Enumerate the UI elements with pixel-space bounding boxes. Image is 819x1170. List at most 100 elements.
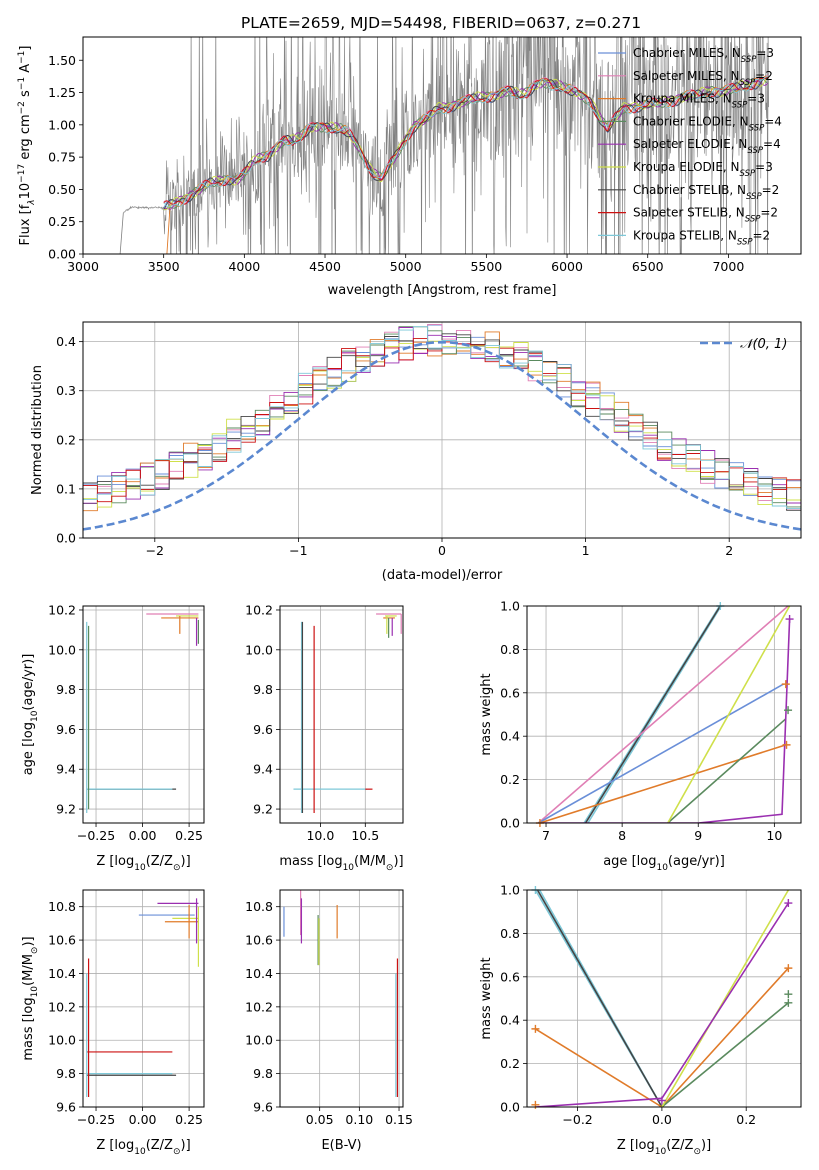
- weight-line: [661, 890, 790, 1107]
- y-tick-label: 0.50: [48, 182, 76, 197]
- x-tick-label: 0.0: [652, 1112, 672, 1127]
- x-tick-label: −0.2: [562, 1112, 592, 1127]
- y-tick-label: 9.8: [56, 1066, 76, 1081]
- x-tick-label: −1: [289, 543, 307, 558]
- y-tick-label: 10.0: [245, 642, 273, 657]
- y-tick-label: 10.0: [48, 1033, 76, 1048]
- x-tick-label: 0: [438, 543, 446, 558]
- y-axis-label: Flux [fλ10−17 erg cm−2 s−1 A−1]: [17, 46, 37, 246]
- y-tick-label: 10.0: [48, 642, 76, 657]
- y-tick-label: 10.8: [48, 899, 76, 914]
- axes-frame: [279, 605, 404, 824]
- model-spectrum-line: [163, 77, 768, 210]
- x-tick-label: 0.05: [306, 1112, 334, 1127]
- y-tick-label: 9.6: [253, 722, 273, 737]
- y-tick-label: 0.6: [500, 969, 520, 984]
- y-tick-label: 9.4: [56, 762, 76, 777]
- legend-entry-label: Kroupa STELIB, NSSP=2: [633, 228, 770, 247]
- x-tick-label: 9: [694, 828, 702, 843]
- x-tick-label: 6000: [551, 259, 583, 274]
- model-spectrum-line: [163, 75, 768, 208]
- x-axis-label: E(B-V): [321, 1138, 361, 1153]
- weight-vs-age-panel: 7 8 9 10 0.0 0.2 0.4 0.6 0.8 1.0 age [log10(age/yr…: [479, 599, 802, 873]
- weight-marker: [781, 680, 790, 689]
- x-tick-label: 7: [542, 828, 550, 843]
- y-tick-label: 0.0: [500, 1100, 520, 1115]
- y-tick-label: 9.6: [56, 722, 76, 737]
- x-tick-label: −2: [146, 543, 164, 558]
- y-tick-label: 1.0: [500, 883, 520, 898]
- y-tick-label: 10.2: [48, 602, 76, 617]
- mass-vs-extinction-panel: 0.05 0.10 0.15 9.6 9.8 10.0 10.2 10.4 10.6 10.8 E(…: [245, 889, 413, 1153]
- spectrum-data-line: [119, 212, 124, 254]
- normal-distribution-curve: [83, 340, 801, 531]
- y-tick-label: 0.4: [500, 729, 520, 744]
- axes-frame: [82, 889, 205, 1108]
- y-tick-label: 0.6: [500, 685, 520, 700]
- x-tick-label: 8: [618, 828, 626, 843]
- y-tick-label: 0.25: [48, 214, 76, 229]
- x-axis-label: wavelength [Angstrom, rest frame]: [328, 283, 557, 298]
- x-tick-label: 0.15: [385, 1112, 413, 1127]
- axes-frame: [526, 605, 802, 824]
- legend-entry-label: Salpeter MILES, NSSP=2: [633, 69, 773, 88]
- age-vs-mass-panel: 10.0 10.5 9.2 9.4 9.6 9.8 10.0 10.2 mass [log10(…: [245, 602, 403, 873]
- segments-group: [86, 613, 200, 814]
- x-tick-label: 10.5: [351, 828, 379, 843]
- y-tick-label: 0.0: [500, 816, 520, 831]
- y-tick-label: 9.2: [253, 802, 273, 817]
- x-tick-label: −0.25: [77, 1112, 115, 1127]
- y-tick-label: 0.8: [500, 642, 520, 657]
- y-tick-label: 9.2: [56, 802, 76, 817]
- y-tick-label: 0.2: [500, 772, 520, 787]
- y-tick-label: 10.4: [48, 966, 76, 981]
- y-axis-label: age [log10(age/yr)]: [21, 654, 40, 776]
- axes-frame: [82, 605, 205, 824]
- weight-line: [539, 618, 791, 823]
- x-tick-label: −0.25: [77, 828, 115, 843]
- x-tick-label: 3500: [148, 259, 180, 274]
- y-tick-label: 0.4: [500, 1013, 520, 1028]
- x-tick-label: 5000: [390, 259, 422, 274]
- y-tick-label: 10.6: [245, 933, 273, 948]
- weight-line: [661, 1002, 789, 1107]
- segments-group: [283, 890, 399, 1097]
- legend-entry-label: Chabrier ELODIE, NSSP=4: [633, 114, 782, 133]
- axes-frame: [279, 889, 404, 1108]
- y-tick-label: 0.00: [48, 247, 76, 262]
- weight-line: [584, 606, 721, 823]
- weight-line: [667, 718, 787, 823]
- y-tick-label: 1.25: [48, 85, 76, 100]
- model-legend: Chabrier MILES, NSSP=3 Salpeter MILES, NS…: [598, 46, 782, 247]
- age-vs-metallicity-panel: −0.25 0.00 0.25 9.2 9.4 9.6 9.8 10.0 10.2 Z [log1…: [21, 602, 205, 873]
- legend-entry-label: Salpeter ELODIE, NSSP=4: [633, 137, 781, 156]
- x-axis-label: (data-model)/error: [382, 568, 503, 583]
- histogram-group: [83, 323, 801, 531]
- weight-line: [537, 606, 789, 823]
- x-tick-label: 4000: [228, 259, 260, 274]
- y-tick-label: 0.4: [56, 334, 76, 349]
- x-axis-label: Z [log10(Z/Z⊙)]: [96, 1138, 190, 1157]
- x-tick-label: 10: [766, 828, 782, 843]
- weight-marker: [784, 899, 793, 908]
- y-tick-label: 9.6: [56, 1100, 76, 1115]
- axes-frame: [82, 36, 802, 255]
- y-tick-label: 0.8: [500, 926, 520, 941]
- x-tick-label: 3000: [67, 259, 99, 274]
- y-tick-label: 0.1: [56, 481, 76, 496]
- y-axis-label: mass weight: [479, 673, 494, 755]
- y-tick-label: 10.8: [245, 899, 273, 914]
- y-axis-label: mass weight: [479, 957, 494, 1039]
- y-tick-label: 0.75: [48, 150, 76, 165]
- weight-line: [587, 606, 722, 823]
- y-tick-label: 0.0: [56, 531, 76, 546]
- weight-marker: [784, 998, 793, 1007]
- weight-line: [667, 606, 791, 823]
- model-spectrum-line: [166, 75, 769, 254]
- y-tick-label: 1.00: [48, 117, 76, 132]
- y-axis-label: mass [log10(M/M⊙)]: [21, 936, 40, 1060]
- x-tick-label: 6500: [632, 259, 664, 274]
- y-tick-label: 10.2: [245, 999, 273, 1014]
- weight-marker: [657, 1096, 666, 1105]
